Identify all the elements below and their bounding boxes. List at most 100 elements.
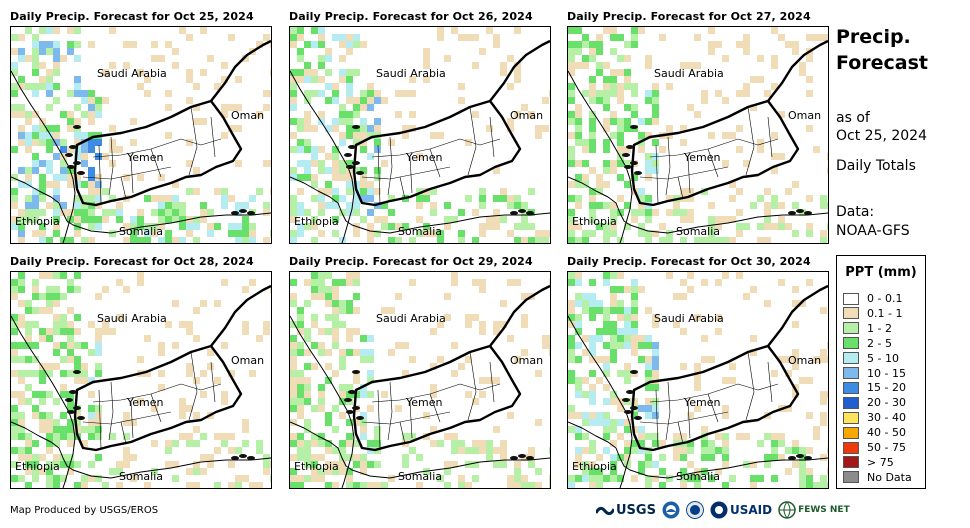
country-label-saudi: Saudi Arabia [97,312,167,325]
country-label-somalia: Somalia [119,225,164,238]
country-label-saudi: Saudi Arabia [654,312,724,325]
island [346,410,354,414]
country-label-saudi: Saudi Arabia [654,67,724,80]
totals-label: Daily Totals [836,158,916,174]
island [65,398,73,402]
legend-swatch [843,322,859,335]
precip-grid [568,272,828,488]
island [67,410,75,414]
admin-boundary [82,166,172,180]
island [231,456,239,460]
island [73,370,81,374]
country-label-ethiopia: Ethiopia [15,460,60,473]
as-of-date: Oct 25, 2024 [836,128,927,144]
island [348,390,356,394]
country-label-ethiopia: Ethiopia [294,460,339,473]
admin-boundary [361,166,451,180]
country-label-oman: Oman [510,109,544,122]
forecast-map: Saudi Arabia Oman Yemen Ethiopia Somalia [289,271,551,489]
admin-boundary [120,176,127,200]
oman-border [210,284,271,347]
legend-swatch [843,426,859,439]
island [630,125,638,129]
admin-boundary [361,411,451,425]
forecast-map: Saudi Arabia Oman Yemen Ethiopia Somalia [289,26,551,244]
legend-swatch [843,396,859,409]
admin-boundary [655,144,659,204]
country-label-saudi: Saudi Arabia [97,67,167,80]
map-svg [568,272,828,488]
admin-boundary [98,389,102,449]
country-label-yemen: Yemen [127,396,164,409]
panel-title: Daily Precip. Forecast for Oct 28, 2024 [10,255,254,268]
yemen-border [352,99,522,207]
country-label-yemen: Yemen [127,151,164,164]
admin-boundary [371,138,461,158]
country-label-somalia: Somalia [119,470,164,483]
legend-label: > 75 [867,455,894,469]
legend-swatch [843,471,859,484]
forecast-map: Saudi Arabia Oman Yemen Ethiopia Somalia [10,26,272,244]
african-coastline [568,421,828,479]
noaa-seal-icon [662,501,680,519]
legend-label: 5 - 10 [867,351,899,365]
legend-item: 0 - 0.1 [843,291,902,306]
island [788,211,796,215]
country-label-yemen: Yemen [684,151,721,164]
country-label-saudi: Saudi Arabia [376,312,446,325]
yemen-border [352,344,522,452]
yemen-border [630,344,800,452]
admin-boundary [677,421,684,445]
legend-item: 0.1 - 1 [843,306,902,321]
legend-swatch [843,367,859,379]
island [346,165,354,169]
legend-item: > 75 [843,455,894,470]
map-svg [11,272,271,488]
island [73,125,81,129]
legend-label: 30 - 40 [867,411,906,425]
island [518,209,526,213]
legend-label: 1 - 2 [867,321,892,335]
island [344,398,352,402]
admin-boundary [767,361,773,403]
island [69,145,77,149]
forecast-map: Saudi Arabia Oman Yemen Ethiopia Somalia [10,271,272,489]
country-label-oman: Oman [788,109,822,122]
country-label-somalia: Somalia [398,225,443,238]
country-label-ethiopia: Ethiopia [15,215,60,228]
map-svg [290,27,550,243]
island [622,398,630,402]
island [73,161,81,165]
island [352,370,360,374]
admin-boundary [387,381,393,441]
island [804,211,812,215]
fewsnet-logo: FEWS NET [778,501,850,519]
african-coastline [11,421,271,479]
island [73,406,81,410]
country-label-yemen: Yemen [684,396,721,409]
african-coastline [290,176,550,234]
admin-boundary [387,136,393,196]
as-of-label: as of [836,110,870,126]
admin-boundary [707,393,719,423]
legend-swatch [843,441,859,454]
panel-title: Daily Precip. Forecast for Oct 29, 2024 [289,255,533,268]
legend-swatch [843,337,859,350]
forecast-map: Saudi Arabia Oman Yemen Ethiopia Somalia [567,26,829,244]
island [247,456,255,460]
island [67,165,75,169]
admin-boundary [399,176,406,200]
nws-seal-icon [685,501,704,519]
african-coastline [568,176,828,234]
admin-boundary [429,393,441,423]
country-label-somalia: Somalia [676,225,721,238]
legend-item: 20 - 30 [843,395,906,410]
admin-boundary [489,361,495,403]
admin-boundary [737,383,779,391]
country-label-saudi: Saudi Arabia [376,67,446,80]
admin-boundary [377,144,381,204]
island [634,171,642,175]
admin-boundary [120,421,127,445]
forecast-map: Saudi Arabia Oman Yemen Ethiopia Somalia [567,271,829,489]
admin-boundary [767,116,773,158]
